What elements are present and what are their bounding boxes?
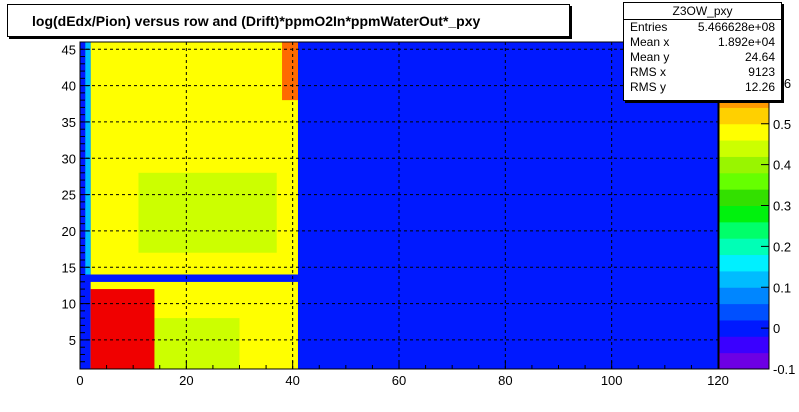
x-tick-label: 120 — [707, 373, 729, 388]
palette-tick-label: 0.2 — [773, 239, 791, 254]
x-tick-label: 60 — [392, 373, 406, 388]
x-tick-label: 40 — [285, 373, 299, 388]
stats-box: Z3OW_pxy Entries 5.466628e+08 Mean x 1.8… — [623, 2, 782, 101]
heatmap-cell-upper-edge-right — [282, 42, 298, 101]
x-tick-label: 20 — [179, 373, 193, 388]
x-tick-label: 100 — [601, 373, 623, 388]
y-tick-label: 35 — [62, 115, 76, 130]
palette-swatch — [719, 336, 769, 354]
y-tick-label: 10 — [62, 297, 76, 312]
palette-swatch — [719, 172, 769, 190]
heatmap-cell-lower-hot — [90, 289, 155, 369]
palette-swatch — [719, 107, 769, 125]
y-tick-label: 20 — [62, 224, 76, 239]
palette-swatch — [719, 270, 769, 288]
palette-swatch — [719, 352, 769, 370]
palette-swatch — [719, 287, 769, 305]
title-box: log(dEdx/Pion) versus row and (Drift)*pp… — [7, 4, 570, 37]
palette-swatch — [719, 156, 769, 174]
palette-swatch — [719, 303, 769, 321]
stats-value: 9123 — [748, 65, 775, 79]
palette-tick-label: 0.4 — [773, 158, 791, 173]
palette-tick-label: 0 — [773, 321, 780, 336]
palette-swatch — [719, 140, 769, 157]
stats-value: 12.26 — [744, 80, 775, 94]
palette-tick-label: -0.1 — [773, 362, 795, 377]
stats-row: RMS x 9123 — [624, 65, 781, 80]
palette-swatch — [719, 254, 769, 272]
stats-row: RMS y 12.26 — [624, 80, 781, 95]
palette-tick-label: 0.1 — [773, 280, 791, 295]
palette-tick-label: 0.3 — [773, 199, 791, 214]
palette-swatch — [719, 205, 769, 223]
stats-label: Mean x — [630, 35, 670, 49]
stats-row: Mean x 1.892e+04 — [624, 35, 781, 50]
palette-swatch — [719, 123, 769, 141]
y-tick-label: 15 — [62, 260, 76, 275]
stats-label: RMS y — [630, 80, 666, 94]
x-tick-label: 80 — [498, 373, 512, 388]
chart-title: log(dEdx/Pion) versus row and (Drift)*pp… — [32, 12, 481, 29]
y-tick-label: 45 — [62, 42, 76, 57]
y-tick-label: 40 — [62, 79, 76, 94]
heatmap-gap-row — [80, 274, 298, 282]
palette-swatch — [719, 238, 769, 256]
stats-row: Mean y 24.64 — [624, 50, 781, 65]
palette-tick-label: 0.5 — [773, 117, 791, 132]
y-tick-label: 5 — [69, 333, 76, 348]
palette-swatch — [719, 189, 769, 206]
stats-value: 24.64 — [744, 50, 775, 64]
stats-value: 5.466628e+08 — [697, 20, 775, 34]
palette-swatch — [719, 221, 769, 239]
stats-label: Mean y — [630, 50, 670, 64]
stats-value: 1.892e+04 — [717, 35, 775, 49]
stats-label: RMS x — [630, 65, 666, 79]
stats-row: Entries 5.466628e+08 — [624, 20, 781, 35]
stats-label: Entries — [630, 20, 668, 34]
y-tick-label: 30 — [62, 151, 76, 166]
palette-swatch — [719, 319, 769, 337]
y-tick-label: 25 — [62, 188, 76, 203]
stats-name: Z3OW_pxy — [624, 3, 781, 20]
heatmap-cell-lower-inner — [138, 318, 240, 369]
x-tick-label: 0 — [76, 373, 83, 388]
heatmap-cell-upper-inner — [138, 172, 277, 253]
